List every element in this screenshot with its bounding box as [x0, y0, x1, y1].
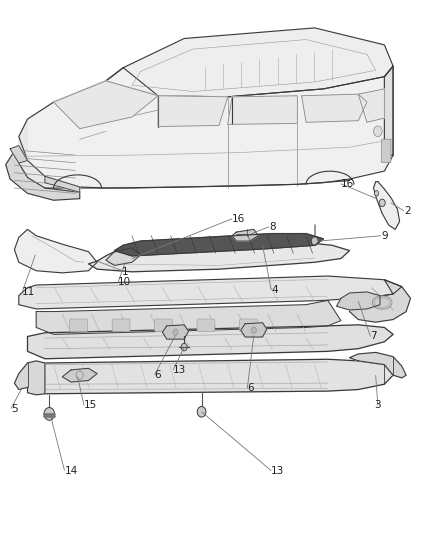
Polygon shape — [62, 368, 97, 382]
FancyBboxPatch shape — [112, 319, 130, 332]
Text: 7: 7 — [371, 332, 377, 342]
Polygon shape — [19, 66, 393, 188]
Text: 4: 4 — [271, 285, 278, 295]
Text: 13: 13 — [173, 365, 187, 375]
Circle shape — [197, 407, 206, 417]
Text: 9: 9 — [381, 231, 388, 241]
Polygon shape — [106, 28, 393, 97]
Polygon shape — [302, 94, 367, 122]
FancyBboxPatch shape — [155, 319, 173, 332]
Text: 6: 6 — [247, 383, 254, 393]
Polygon shape — [106, 248, 141, 265]
Text: 1: 1 — [122, 267, 129, 277]
Polygon shape — [350, 280, 410, 322]
Circle shape — [374, 126, 382, 136]
Polygon shape — [28, 325, 393, 359]
Polygon shape — [374, 182, 399, 229]
Polygon shape — [385, 66, 393, 155]
Polygon shape — [350, 352, 406, 378]
Circle shape — [311, 237, 318, 245]
Ellipse shape — [372, 296, 392, 309]
Text: 5: 5 — [11, 403, 18, 414]
Polygon shape — [6, 151, 80, 200]
Text: 10: 10 — [118, 277, 131, 287]
FancyBboxPatch shape — [197, 319, 215, 332]
Polygon shape — [115, 233, 323, 256]
Text: 11: 11 — [22, 287, 35, 297]
Circle shape — [181, 343, 187, 351]
Text: 16: 16 — [232, 214, 245, 224]
Polygon shape — [23, 359, 393, 394]
FancyBboxPatch shape — [70, 319, 88, 332]
Polygon shape — [88, 243, 350, 272]
Text: 6: 6 — [155, 370, 161, 379]
Text: 2: 2 — [404, 206, 410, 216]
Polygon shape — [336, 292, 380, 310]
Polygon shape — [162, 325, 188, 339]
Text: 15: 15 — [84, 400, 97, 410]
Polygon shape — [53, 81, 158, 128]
Circle shape — [251, 327, 256, 333]
Circle shape — [44, 408, 54, 420]
Polygon shape — [19, 68, 123, 193]
Text: 13: 13 — [271, 466, 284, 475]
Circle shape — [379, 199, 385, 207]
Polygon shape — [19, 276, 402, 309]
Polygon shape — [232, 229, 258, 241]
FancyBboxPatch shape — [240, 319, 257, 332]
Circle shape — [173, 329, 178, 335]
Text: 16: 16 — [341, 179, 354, 189]
Polygon shape — [228, 96, 297, 124]
Text: 3: 3 — [374, 400, 381, 410]
Polygon shape — [45, 176, 80, 192]
Polygon shape — [36, 301, 341, 334]
Polygon shape — [14, 361, 45, 395]
Polygon shape — [14, 229, 97, 273]
Text: 8: 8 — [269, 222, 276, 232]
Text: 14: 14 — [64, 466, 78, 475]
Polygon shape — [241, 322, 267, 337]
Circle shape — [374, 191, 379, 196]
Polygon shape — [158, 96, 228, 126]
Polygon shape — [358, 89, 385, 122]
FancyBboxPatch shape — [381, 139, 391, 163]
Polygon shape — [10, 146, 28, 163]
